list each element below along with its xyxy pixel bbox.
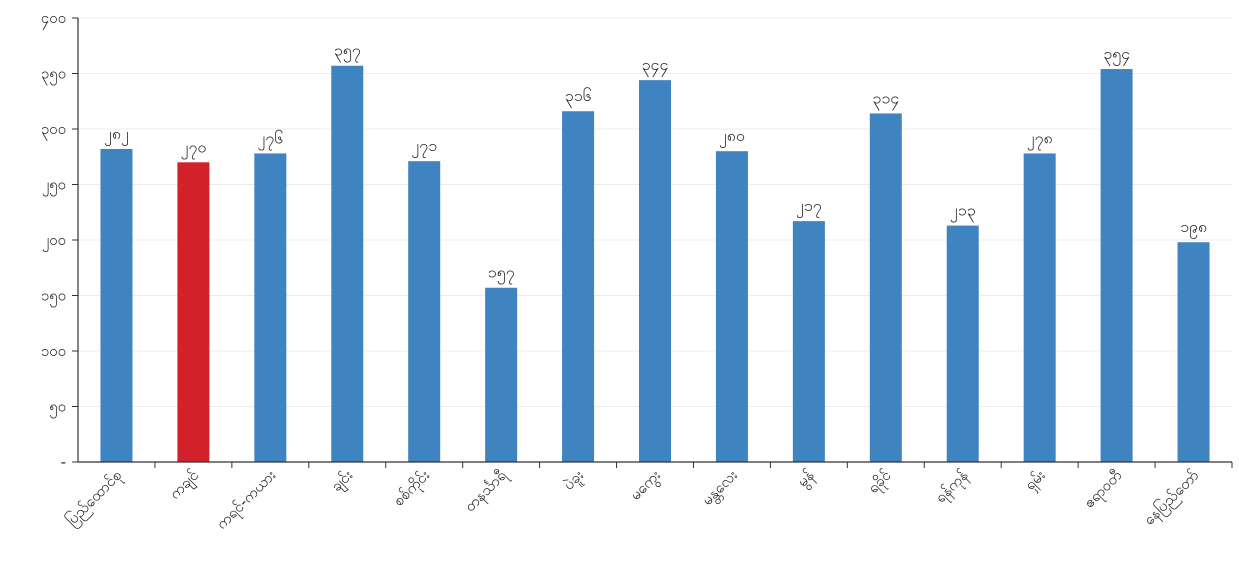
bar [177, 162, 210, 463]
bar [639, 80, 671, 462]
category-label: ရှမ်း [1021, 466, 1051, 496]
y-tick-label: ၄၀၀ [41, 9, 66, 30]
bar [715, 151, 748, 462]
bar [869, 113, 902, 463]
y-tick-label: - [61, 453, 66, 471]
data-label: ၃၅၇ [334, 41, 361, 63]
data-label: ၂၈၀ [719, 126, 745, 148]
bar [562, 111, 595, 463]
data-label: ၁၉၈ [1180, 217, 1207, 239]
bar [485, 287, 518, 462]
category-label: စစ်ကိုင်း [389, 466, 435, 512]
bar [408, 161, 441, 462]
data-label: ၃၁၆ [565, 86, 592, 108]
bar [1177, 242, 1210, 462]
y-tick-label: ၁၅၀ [41, 287, 66, 308]
data-label: ၂၁၇ [796, 196, 822, 218]
data-label: ၃၅၄ [1103, 44, 1130, 66]
category-label: မန္တလေး [698, 466, 743, 511]
data-label: ၁၅၇ [488, 263, 515, 285]
category-label: တနင်္သာရီ [461, 465, 513, 517]
category-label: ရခိုင် [864, 466, 897, 499]
y-tick-label: ၂၅၀ [42, 176, 66, 197]
y-tick-label: ၃၅၀ [41, 65, 66, 86]
category-label: ဧရာဝတီ [1080, 466, 1128, 514]
data-label: ၃၁၄ [872, 88, 899, 110]
y-tick-label: ၂၀၀ [42, 231, 66, 252]
bar [1100, 69, 1133, 462]
data-label: ၂၇၆ [257, 128, 283, 150]
data-label: ၂၁၃ [950, 201, 976, 223]
bar [946, 225, 979, 462]
bar [1023, 153, 1056, 463]
data-label: ၂၇၀ [180, 137, 206, 159]
category-label: ပြည်ထောင်စု [62, 465, 128, 531]
y-tick-label: ၁၀၀ [41, 342, 66, 360]
y-tick-label: ၅၀ [49, 398, 66, 419]
bar [331, 65, 364, 462]
data-label: ၂၇၈ [1027, 128, 1053, 150]
category-label: နေပြည်တော် [1139, 465, 1204, 530]
category-label: ကချင် [166, 466, 205, 505]
data-label: ၂၇၁ [411, 136, 437, 158]
data-label: ၃၄၄ [642, 55, 669, 77]
category-label: ချင်း [327, 466, 358, 497]
axis-layer: - ၅၀ ၁၀၀ ၁၅၀ ၂၀၀ ၂၅၀ ၃၀၀ ၃၅၀ ၄၀၀ [41, 9, 1233, 471]
category-label: မွန် [793, 466, 819, 492]
bar [254, 153, 287, 463]
category-label: ရန်ကုန် [931, 466, 973, 508]
category-label: ပဲခူး [559, 466, 589, 496]
bar [792, 221, 825, 462]
y-tick-label: ၃၀၀ [41, 120, 66, 141]
data-label: ၂၈၂ [104, 124, 129, 146]
bar [100, 148, 133, 463]
category-label: မကွေး [626, 466, 666, 506]
bar-layer [100, 65, 1210, 463]
category-label: ကရင်-ကယား [213, 466, 282, 535]
